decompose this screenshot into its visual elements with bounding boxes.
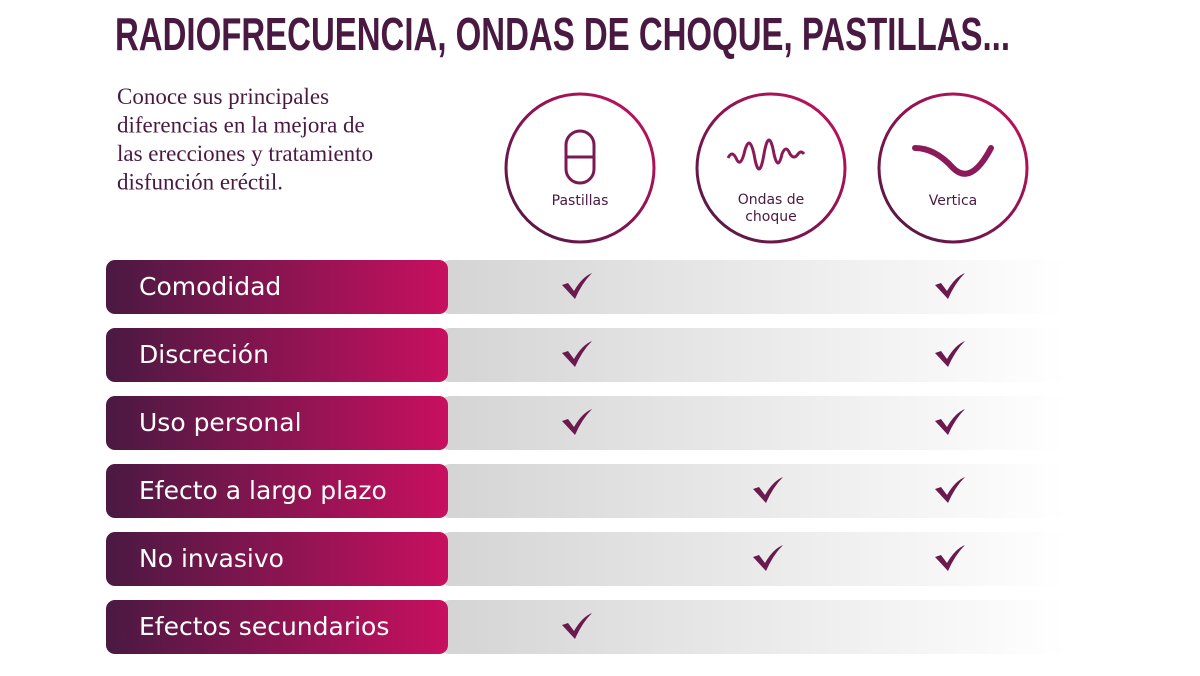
check-mark — [935, 409, 965, 435]
row-label: Discreción — [139, 340, 269, 369]
check-mark — [935, 341, 965, 367]
check-mark — [562, 341, 592, 367]
row-label: Comodidad — [139, 272, 281, 301]
title: RADIOFRECUENCIA, ONDAS DE CHOQUE, PASTIL… — [115, 8, 1010, 60]
check-mark — [753, 477, 783, 503]
row-background — [440, 464, 1068, 518]
check-mark — [935, 477, 965, 503]
row-label-bg — [106, 260, 448, 314]
intro-line: las erecciones y tratamiento — [117, 141, 373, 166]
row-label-bg — [106, 328, 448, 382]
column-icons — [504, 92, 1029, 244]
check-mark — [935, 545, 965, 571]
row-label: No invasivo — [139, 544, 284, 573]
check-mark — [562, 409, 592, 435]
row-background — [440, 260, 1068, 314]
row-label-bg — [106, 532, 448, 586]
intro-line: Conoce sus principales — [117, 84, 329, 109]
row-label: Efecto a largo plazo — [139, 476, 387, 505]
row-background — [440, 532, 1068, 586]
column-label: Vertica — [929, 193, 978, 209]
intro-line: disfunción eréctil. — [117, 170, 283, 195]
row-background — [440, 396, 1068, 450]
row-label-bg — [106, 600, 448, 654]
column-label: Pastillas — [552, 193, 609, 209]
row-label: Efectos secundarios — [139, 612, 389, 641]
row-label: Uso personal — [139, 408, 302, 437]
row-background — [440, 600, 1068, 654]
check-mark — [753, 545, 783, 571]
check-mark — [935, 273, 965, 299]
check-mark — [562, 273, 592, 299]
column-label: Ondas de choque — [738, 192, 805, 225]
row-background — [440, 328, 1068, 382]
check-mark — [562, 613, 592, 639]
row-label-bg — [106, 464, 448, 518]
intro-line: diferencias en la mejora de — [117, 113, 365, 138]
row-label-bg — [106, 396, 448, 450]
